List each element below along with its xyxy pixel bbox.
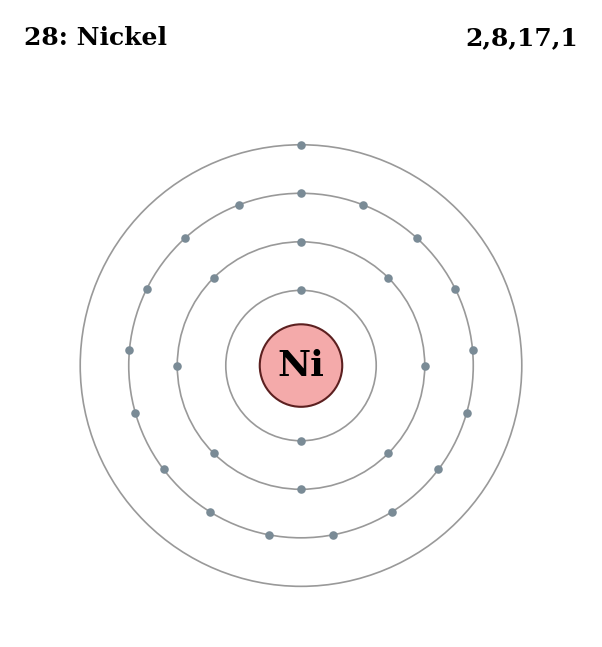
Point [131,408,140,418]
Point [234,200,244,210]
Point [420,360,430,371]
Point [296,484,306,494]
Text: Ni: Ni [278,349,324,382]
Point [296,188,306,199]
Point [180,233,190,243]
Point [387,507,397,517]
Point [296,285,306,296]
Point [296,237,306,247]
Point [450,283,460,294]
Point [383,448,393,458]
Point [412,233,422,243]
Point [383,273,393,283]
Text: 2,8,17,1: 2,8,17,1 [465,26,578,50]
Point [205,507,215,517]
Point [159,464,169,474]
Point [209,448,219,458]
Point [172,360,182,371]
Point [296,140,306,150]
Point [462,408,471,418]
Point [328,530,338,540]
Point [264,530,274,540]
Point [358,200,368,210]
Point [142,283,152,294]
Circle shape [259,324,343,407]
Point [296,435,306,446]
Point [125,344,134,355]
Point [468,344,477,355]
Point [209,273,219,283]
Text: 28: Nickel: 28: Nickel [24,26,167,50]
Point [433,464,443,474]
